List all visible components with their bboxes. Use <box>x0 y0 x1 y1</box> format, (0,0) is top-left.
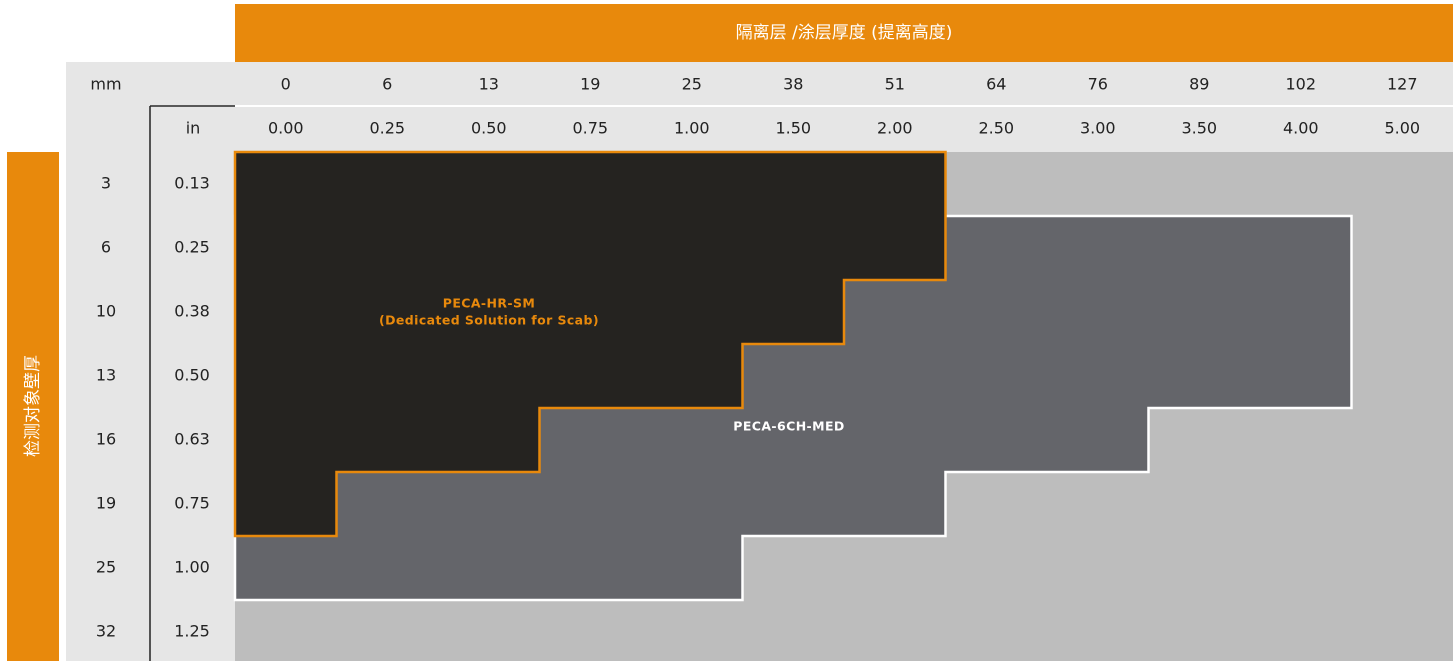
row-label-in: 0.38 <box>174 302 210 321</box>
top-header-title: 隔离层 /涂层厚度 (提离高度) <box>736 23 953 43</box>
row-labels: 3 6 10 13 16 19 25 32 0.13 0.25 0.38 0.50 0.63 0.75 1.… <box>96 174 210 641</box>
col-label-mm: 51 <box>885 75 905 94</box>
col-label-mm: 127 <box>1387 75 1418 94</box>
row-label-in: 1.00 <box>174 558 210 577</box>
col-label-in: 1.00 <box>674 119 710 138</box>
region-label-peca-6ch-med: PECA-6CH-MED <box>733 419 844 434</box>
row-label-mm: 6 <box>101 238 111 257</box>
region-label-peca-hr-sm: (Dedicated Solution for Scab) <box>379 313 599 328</box>
col-label-in: 3.00 <box>1080 119 1116 138</box>
col-label-mm: 6 <box>382 75 392 94</box>
col-label-in: 0.00 <box>268 119 304 138</box>
row-label-mm: 32 <box>96 622 116 641</box>
col-label-in: 1.50 <box>775 119 811 138</box>
col-label-mm: 64 <box>986 75 1006 94</box>
col-label-mm: 102 <box>1285 75 1316 94</box>
in-unit-label: in <box>186 119 201 138</box>
row-label-mm: 25 <box>96 558 116 577</box>
col-label-in: 2.50 <box>978 119 1014 138</box>
row-label-in: 0.25 <box>174 238 210 257</box>
col-label-in: 4.00 <box>1283 119 1319 138</box>
col-label-mm: 19 <box>580 75 600 94</box>
col-label-mm: 0 <box>281 75 291 94</box>
row-label-in: 0.50 <box>174 366 210 385</box>
col-label-in: 3.50 <box>1181 119 1217 138</box>
row-label-in: 1.25 <box>174 622 210 641</box>
col-label-mm: 25 <box>682 75 702 94</box>
region-labels: PECA-HR-SM (Dedicated Solution for Scab) P… <box>379 296 844 434</box>
col-label-in: 2.00 <box>877 119 913 138</box>
col-label-in: 0.50 <box>471 119 507 138</box>
region-label-peca-hr-sm: PECA-HR-SM <box>443 296 535 311</box>
row-label-mm: 13 <box>96 366 116 385</box>
col-label-mm: 38 <box>783 75 803 94</box>
row-label-mm: 10 <box>96 302 116 321</box>
row-label-mm: 16 <box>96 430 116 449</box>
mm-header-band <box>66 62 1453 106</box>
col-label-in: 5.00 <box>1384 119 1420 138</box>
column-labels: 0 6 13 19 25 38 51 64 76 89 102 127 0.00 0.25 0.50 0.75… <box>268 75 1420 138</box>
top-header-band <box>235 4 1453 62</box>
col-label-in: 0.75 <box>572 119 608 138</box>
row-label-in: 0.13 <box>174 174 210 193</box>
in-header-band <box>66 106 1453 152</box>
side-header-band <box>7 152 59 661</box>
row-label-in: 0.63 <box>174 430 210 449</box>
row-label-in: 0.75 <box>174 494 210 513</box>
mm-unit-label: mm <box>90 75 121 94</box>
regions-layer <box>233 150 1353 602</box>
row-label-mm: 3 <box>101 174 111 193</box>
side-header-title: 检测对象壁厚 <box>23 355 43 457</box>
col-label-mm: 76 <box>1088 75 1108 94</box>
col-label-mm: 89 <box>1189 75 1209 94</box>
region-peca-hr-sm <box>233 150 947 538</box>
col-label-mm: 13 <box>479 75 499 94</box>
col-label-in: 0.25 <box>369 119 405 138</box>
row-label-mm: 19 <box>96 494 116 513</box>
